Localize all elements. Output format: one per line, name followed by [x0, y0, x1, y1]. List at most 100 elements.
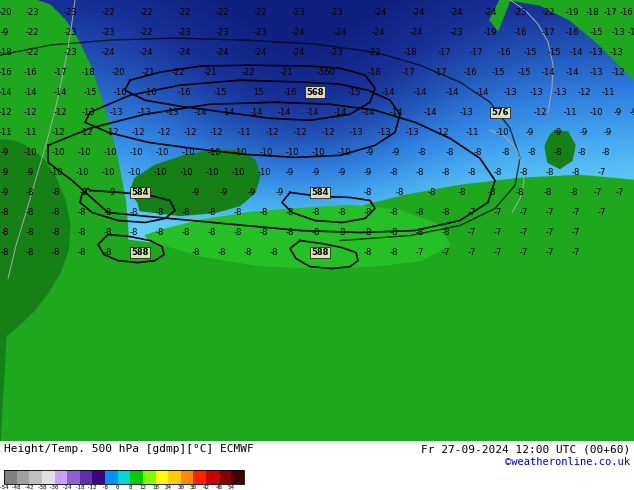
Text: -8: -8 — [244, 248, 252, 257]
Text: -22: -22 — [367, 48, 381, 57]
Text: -10: -10 — [259, 148, 273, 157]
Bar — [4, 470, 16, 484]
Text: -8: -8 — [78, 228, 86, 237]
Text: -7: -7 — [594, 188, 602, 197]
Text: -7: -7 — [494, 208, 502, 217]
Bar — [219, 470, 231, 484]
Text: -24: -24 — [101, 48, 115, 57]
Text: 54: 54 — [228, 485, 235, 490]
Text: -19: -19 — [566, 7, 579, 17]
Text: -10: -10 — [205, 168, 219, 177]
Text: -24: -24 — [62, 485, 72, 490]
Text: -7: -7 — [546, 228, 554, 237]
Text: -8: -8 — [364, 248, 372, 257]
Polygon shape — [0, 140, 70, 441]
Bar — [29, 470, 42, 484]
Text: -23: -23 — [253, 27, 267, 37]
Text: -8: -8 — [364, 208, 372, 217]
Text: -12: -12 — [294, 128, 307, 137]
Text: -12: -12 — [0, 108, 12, 117]
Text: -24: -24 — [410, 27, 423, 37]
Text: -12: -12 — [533, 108, 547, 117]
Text: -8: -8 — [182, 208, 190, 217]
Polygon shape — [545, 130, 575, 169]
Text: -24: -24 — [411, 7, 425, 17]
Text: -11: -11 — [465, 128, 479, 137]
Text: -10: -10 — [233, 148, 247, 157]
Text: -9: -9 — [1, 168, 9, 177]
Text: -8: -8 — [602, 148, 610, 157]
Text: -8: -8 — [546, 168, 554, 177]
Text: -8: -8 — [52, 208, 60, 217]
Text: -9: -9 — [1, 188, 9, 197]
Text: -16: -16 — [513, 27, 527, 37]
Text: -7: -7 — [598, 208, 606, 217]
Text: 38: 38 — [190, 485, 197, 490]
Text: -14: -14 — [249, 108, 262, 117]
Text: -12: -12 — [53, 108, 67, 117]
Text: -10: -10 — [155, 148, 169, 157]
Text: -17: -17 — [541, 27, 555, 37]
Text: -8: -8 — [442, 208, 450, 217]
Text: -23: -23 — [177, 27, 191, 37]
Bar — [118, 470, 131, 484]
Text: Fr 27-09-2024 12:00 UTC (00+60): Fr 27-09-2024 12:00 UTC (00+60) — [421, 444, 630, 454]
Text: -48: -48 — [11, 485, 22, 490]
Text: -13: -13 — [589, 68, 603, 76]
Text: -24: -24 — [372, 27, 385, 37]
Text: -9: -9 — [630, 108, 634, 117]
Text: -7: -7 — [520, 228, 528, 237]
Text: -16: -16 — [23, 68, 37, 76]
Text: -8: -8 — [544, 188, 552, 197]
Text: -8: -8 — [52, 248, 60, 257]
Text: -14: -14 — [333, 108, 347, 117]
Text: -12: -12 — [321, 128, 335, 137]
Text: -8: -8 — [130, 208, 138, 217]
Text: -14: -14 — [277, 108, 291, 117]
Text: -24: -24 — [291, 27, 305, 37]
Text: -13: -13 — [553, 88, 567, 97]
Text: -1: -1 — [628, 27, 634, 37]
Text: -9: -9 — [392, 148, 400, 157]
Text: -7: -7 — [598, 168, 606, 177]
Text: -15: -15 — [547, 48, 560, 57]
Polygon shape — [340, 175, 634, 441]
Text: -8: -8 — [1, 228, 9, 237]
Text: -7: -7 — [468, 248, 476, 257]
Text: -14: -14 — [53, 88, 67, 97]
Text: -8: -8 — [286, 208, 294, 217]
Text: -13: -13 — [459, 108, 473, 117]
Text: -9: -9 — [604, 128, 612, 137]
Text: -24: -24 — [450, 7, 463, 17]
Polygon shape — [145, 205, 450, 269]
Text: -14: -14 — [541, 68, 555, 76]
Bar — [105, 470, 118, 484]
Text: -14: -14 — [566, 68, 579, 76]
Text: -23: -23 — [513, 7, 527, 17]
Bar — [181, 470, 193, 484]
Text: 584: 584 — [131, 188, 149, 197]
Text: -8: -8 — [442, 228, 450, 237]
Text: -24: -24 — [253, 48, 267, 57]
Text: -17: -17 — [469, 48, 483, 57]
Text: -12: -12 — [265, 128, 279, 137]
Text: -7: -7 — [416, 248, 424, 257]
Text: -7: -7 — [546, 208, 554, 217]
Text: -9: -9 — [26, 168, 34, 177]
Text: -12: -12 — [51, 128, 65, 137]
Text: -8: -8 — [418, 148, 426, 157]
Text: -8: -8 — [572, 168, 580, 177]
Text: -22: -22 — [178, 7, 191, 17]
Text: -9: -9 — [614, 108, 622, 117]
Text: -10: -10 — [231, 168, 245, 177]
Text: -22: -22 — [171, 68, 184, 76]
Text: -10: -10 — [129, 148, 143, 157]
Text: -9: -9 — [220, 188, 228, 197]
Text: -8: -8 — [260, 228, 268, 237]
Text: -14: -14 — [569, 48, 583, 57]
Text: -13: -13 — [589, 48, 603, 57]
Text: -8: -8 — [446, 148, 454, 157]
Text: -16: -16 — [619, 7, 633, 17]
Text: -10: -10 — [101, 168, 115, 177]
Bar — [80, 470, 93, 484]
